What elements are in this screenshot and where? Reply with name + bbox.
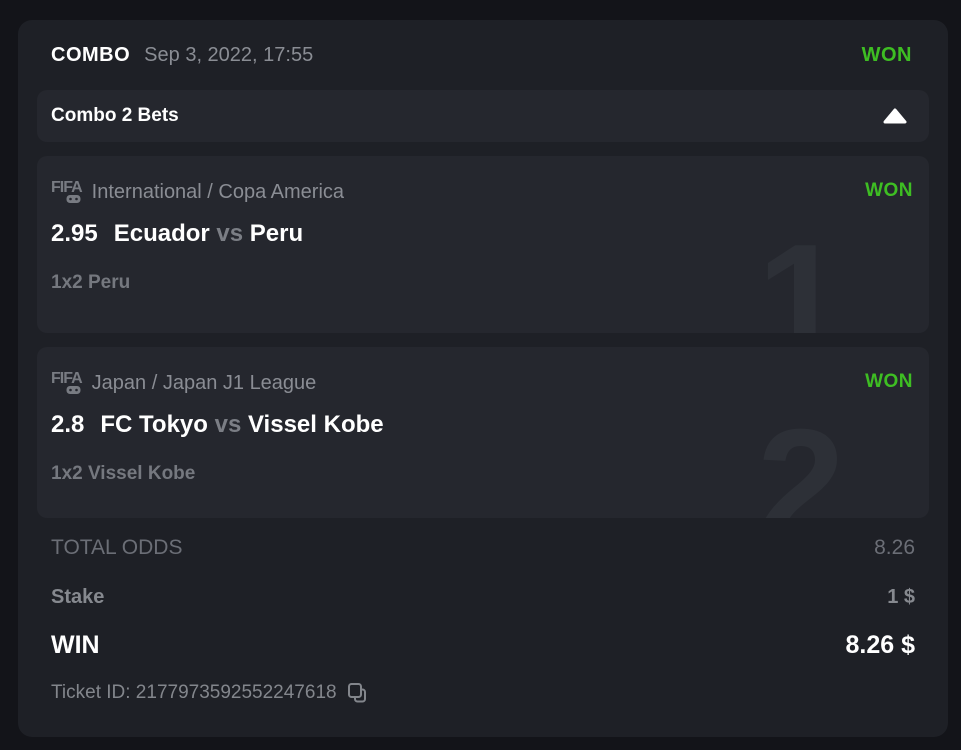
win-value: 8.26 $ <box>845 631 915 659</box>
fifa-logo-icon: FIFA <box>51 371 83 395</box>
chevron-up-icon[interactable] <box>883 108 907 124</box>
match-line: 2.8 FC Tokyo vs Vissel Kobe <box>51 411 913 439</box>
combo-bets-toggle[interactable]: Combo 2 Bets <box>37 90 929 142</box>
bet-status-badge: WON <box>865 371 913 392</box>
gamepad-icon <box>66 386 81 394</box>
home-team: Ecuador <box>113 220 210 247</box>
gamepad-icon <box>66 195 81 203</box>
bet-pick: 1x2 Peru <box>51 272 131 293</box>
ticket-id-text: Ticket ID: 2177973592552247618 <box>51 682 337 703</box>
combo-bets-label: Combo 2 Bets <box>51 105 179 126</box>
ticket-id-row: Ticket ID: 2177973592552247618 <box>37 682 929 704</box>
bet-type-label: COMBO <box>51 43 131 66</box>
bet-league-row: FIFA Japan / Japan J1 League WON <box>51 371 913 395</box>
total-odds-label: TOTAL ODDS <box>51 536 183 559</box>
stake-label: Stake <box>51 586 105 608</box>
league-name: International / Copa America <box>91 180 345 203</box>
stake-row: Stake 1 $ <box>37 586 929 609</box>
total-odds-row: TOTAL ODDS 8.26 <box>37 536 929 560</box>
bet-status-badge: WON <box>865 180 913 201</box>
stake-value: 1 $ <box>887 586 915 608</box>
ticket-status-badge: WON <box>861 43 912 66</box>
copy-icon[interactable] <box>347 682 367 704</box>
vs-label: vs <box>216 220 244 247</box>
bet-pick: 1x2 Vissel Kobe <box>51 463 196 484</box>
win-row: WIN 8.26 $ <box>37 631 929 660</box>
bet-item-1: FIFA International / Copa America WON 2.… <box>37 156 929 333</box>
total-odds-value: 8.26 <box>874 536 915 559</box>
vs-label: vs <box>214 411 242 438</box>
home-team: FC Tokyo <box>100 411 208 438</box>
ticket-header: COMBO Sep 3, 2022, 17:55 WON <box>37 20 929 90</box>
bet-item-2: FIFA Japan / Japan J1 League WON 2.8 FC T… <box>37 347 929 518</box>
match-line: 2.95 Ecuador vs Peru <box>51 220 913 248</box>
bet-number-watermark: 1 <box>757 212 845 333</box>
bet-number-watermark: 2 <box>757 397 845 518</box>
ticket-datetime: Sep 3, 2022, 17:55 <box>144 43 314 66</box>
bet-ticket-card: COMBO Sep 3, 2022, 17:55 WON Combo 2 Bet… <box>18 20 948 737</box>
away-team: Peru <box>249 220 304 247</box>
fifa-logo-icon: FIFA <box>51 180 83 204</box>
bet-odds: 2.95 <box>51 220 98 247</box>
win-label: WIN <box>51 631 100 659</box>
bet-league-row: FIFA International / Copa America WON <box>51 180 913 204</box>
bet-odds: 2.8 <box>51 411 85 438</box>
away-team: Vissel Kobe <box>247 411 384 438</box>
league-name: Japan / Japan J1 League <box>91 371 317 394</box>
